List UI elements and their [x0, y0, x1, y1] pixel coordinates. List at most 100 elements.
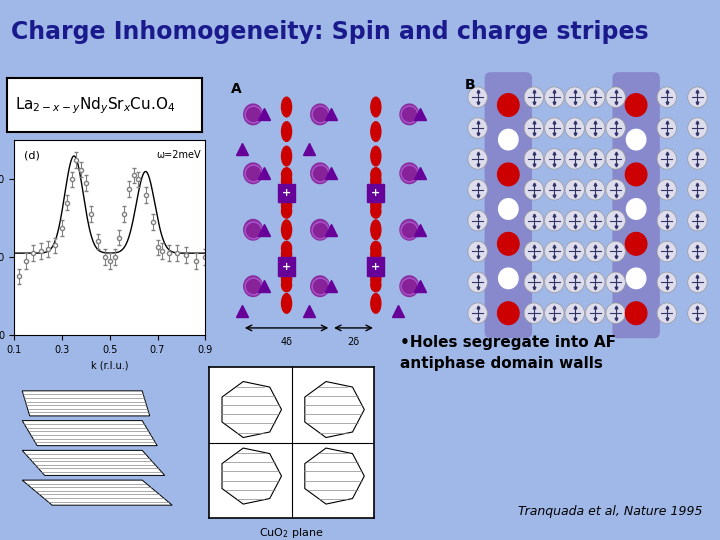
- Circle shape: [544, 87, 564, 107]
- Circle shape: [606, 272, 626, 293]
- Circle shape: [524, 211, 544, 231]
- FancyBboxPatch shape: [485, 73, 531, 338]
- Ellipse shape: [371, 245, 381, 264]
- Circle shape: [310, 276, 330, 296]
- Circle shape: [657, 211, 677, 231]
- Polygon shape: [22, 421, 157, 446]
- Circle shape: [688, 211, 707, 231]
- Circle shape: [565, 241, 585, 262]
- Circle shape: [688, 87, 707, 107]
- Polygon shape: [22, 391, 150, 416]
- Text: CuO$_2$ plane: CuO$_2$ plane: [259, 526, 324, 540]
- Ellipse shape: [282, 171, 292, 191]
- Ellipse shape: [371, 278, 381, 292]
- Circle shape: [243, 163, 263, 184]
- Circle shape: [657, 241, 677, 262]
- Circle shape: [565, 303, 585, 323]
- Circle shape: [626, 302, 647, 325]
- Text: •Holes segregate into AF
antiphase domain walls: •Holes segregate into AF antiphase domai…: [400, 335, 616, 371]
- Circle shape: [626, 94, 647, 116]
- Ellipse shape: [282, 168, 292, 181]
- Ellipse shape: [371, 146, 381, 166]
- Circle shape: [688, 118, 707, 138]
- Circle shape: [524, 272, 544, 293]
- FancyBboxPatch shape: [278, 257, 295, 276]
- Circle shape: [688, 272, 707, 293]
- Circle shape: [499, 268, 518, 288]
- Text: A: A: [230, 83, 241, 97]
- Circle shape: [498, 94, 519, 116]
- Polygon shape: [222, 382, 282, 437]
- Circle shape: [544, 303, 564, 323]
- Ellipse shape: [371, 294, 381, 313]
- Circle shape: [524, 241, 544, 262]
- Ellipse shape: [282, 146, 292, 166]
- Text: ω=2meV: ω=2meV: [157, 150, 202, 160]
- Circle shape: [544, 241, 564, 262]
- Circle shape: [657, 87, 677, 107]
- Circle shape: [585, 87, 605, 107]
- Circle shape: [468, 179, 487, 200]
- X-axis label: k (r.l.u.): k (r.l.u.): [91, 360, 129, 370]
- Ellipse shape: [371, 220, 381, 240]
- Circle shape: [310, 104, 330, 125]
- Circle shape: [524, 148, 544, 169]
- FancyBboxPatch shape: [367, 257, 384, 276]
- Circle shape: [243, 104, 263, 125]
- Text: +: +: [372, 261, 380, 272]
- Ellipse shape: [282, 269, 292, 289]
- Circle shape: [657, 118, 677, 138]
- Text: Charge Inhomogeneity: Spin and charge stripes: Charge Inhomogeneity: Spin and charge st…: [11, 21, 649, 44]
- Text: La$_{2-x-y}$Nd$_y$Sr$_x$Cu.O$_4$: La$_{2-x-y}$Nd$_y$Sr$_x$Cu.O$_4$: [15, 95, 176, 116]
- Circle shape: [468, 272, 487, 293]
- Circle shape: [544, 272, 564, 293]
- Circle shape: [498, 232, 519, 255]
- Ellipse shape: [282, 245, 292, 264]
- Circle shape: [657, 303, 677, 323]
- Circle shape: [606, 87, 626, 107]
- Circle shape: [626, 130, 646, 150]
- Circle shape: [626, 268, 646, 288]
- Circle shape: [498, 163, 519, 186]
- Polygon shape: [22, 450, 165, 475]
- Text: (d): (d): [24, 150, 40, 160]
- Circle shape: [585, 241, 605, 262]
- Circle shape: [565, 272, 585, 293]
- Ellipse shape: [282, 97, 292, 117]
- Circle shape: [565, 211, 585, 231]
- Circle shape: [688, 179, 707, 200]
- Text: B: B: [465, 78, 475, 92]
- Circle shape: [468, 148, 487, 169]
- Ellipse shape: [371, 241, 381, 255]
- Ellipse shape: [371, 97, 381, 117]
- Circle shape: [565, 179, 585, 200]
- Ellipse shape: [371, 122, 381, 141]
- Circle shape: [626, 199, 646, 219]
- Circle shape: [468, 241, 487, 262]
- Circle shape: [400, 219, 419, 240]
- Circle shape: [468, 118, 487, 138]
- Circle shape: [400, 163, 419, 184]
- Circle shape: [524, 87, 544, 107]
- Circle shape: [565, 87, 585, 107]
- Ellipse shape: [371, 205, 381, 218]
- Circle shape: [606, 179, 626, 200]
- Circle shape: [585, 272, 605, 293]
- Circle shape: [688, 241, 707, 262]
- Text: +: +: [282, 188, 291, 198]
- Circle shape: [606, 148, 626, 169]
- Circle shape: [626, 232, 647, 255]
- Circle shape: [606, 118, 626, 138]
- Circle shape: [468, 303, 487, 323]
- Circle shape: [310, 219, 330, 240]
- Circle shape: [524, 179, 544, 200]
- Circle shape: [585, 211, 605, 231]
- Circle shape: [626, 163, 647, 186]
- Ellipse shape: [282, 278, 292, 292]
- Polygon shape: [22, 480, 172, 505]
- Circle shape: [544, 211, 564, 231]
- Text: +: +: [282, 261, 291, 272]
- FancyBboxPatch shape: [613, 73, 659, 338]
- Circle shape: [310, 163, 330, 184]
- Circle shape: [498, 302, 519, 325]
